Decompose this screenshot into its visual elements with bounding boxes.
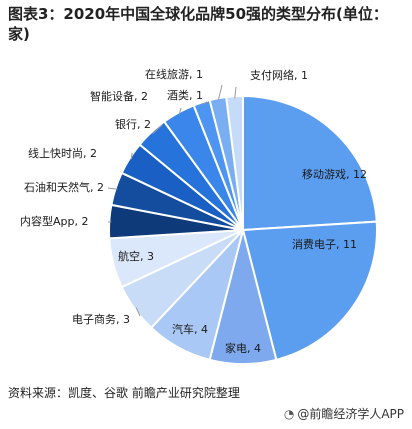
brand-text: @前瞻经济学人APP <box>297 407 404 421</box>
slice-label: 智能设备, 2 <box>90 89 148 103</box>
leader-line <box>217 84 223 101</box>
slice-label: 支付网络, 1 <box>250 68 308 82</box>
slice-label: 汽车, 4 <box>172 322 208 336</box>
slice-label: 消费电子, 11 <box>292 237 357 251</box>
slice-label: 石油和天然气, 2 <box>24 180 104 194</box>
slice-label: 银行, 2 <box>115 117 151 131</box>
slice-label: 家电, 4 <box>225 341 261 355</box>
slice-label: 电子商务, 3 <box>72 312 130 326</box>
brand-logo-icon: ◔ <box>283 406 295 421</box>
leader-line <box>234 86 237 99</box>
pie-slice <box>241 220 378 362</box>
brand-footer: ◔ @前瞻经济学人APP <box>284 405 404 422</box>
leader-line <box>201 101 208 105</box>
slice-label: 酒类, 1 <box>167 88 203 102</box>
slice-label: 在线旅游, 1 <box>145 67 203 81</box>
source-note: 资料来源：凯度、谷歌 前瞻产业研究院整理 <box>8 386 240 400</box>
leader-line <box>107 187 118 190</box>
pie-slice <box>242 94 378 232</box>
slice-label: 移动游戏, 12 <box>302 168 367 181</box>
slice-label: 线上快时尚, 2 <box>28 146 97 160</box>
chart-title: 图表3：2020年中国全球化品牌50强的类型分布(单位：家) <box>8 5 388 43</box>
leader-line <box>135 307 141 317</box>
leader-line <box>178 107 182 115</box>
slice-label: 航空, 3 <box>118 249 154 263</box>
slice-label: 内容型App, 2 <box>20 214 88 228</box>
leader-line <box>152 124 163 135</box>
